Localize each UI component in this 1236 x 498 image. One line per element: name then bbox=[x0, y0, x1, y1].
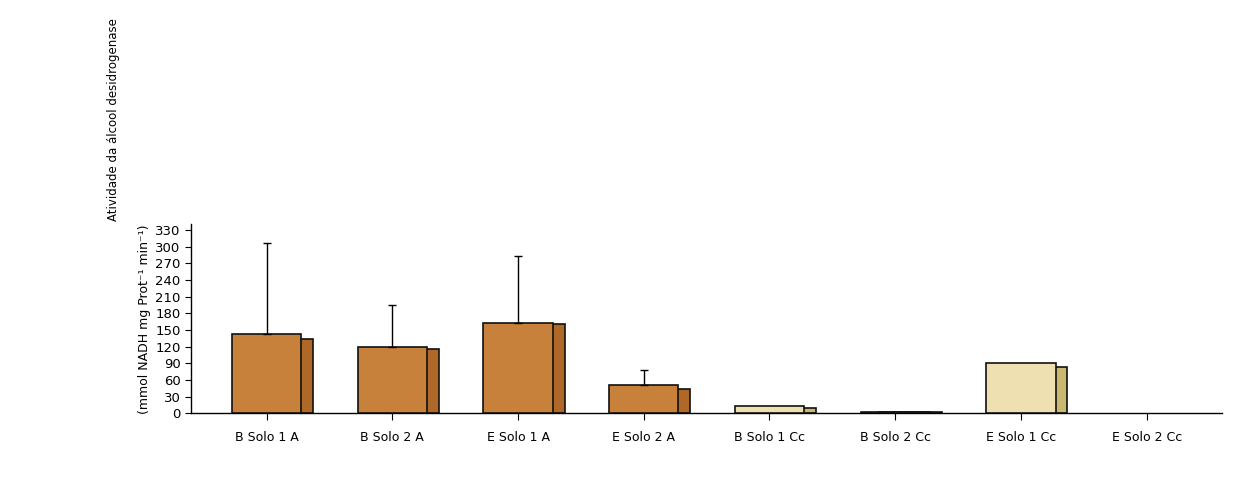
Y-axis label: (mmol NADH mg Prot⁻¹ min⁻¹): (mmol NADH mg Prot⁻¹ min⁻¹) bbox=[138, 224, 151, 413]
Bar bbox=[250, 339, 313, 413]
Text: Atividade da álcool desidrogenase: Atividade da álcool desidrogenase bbox=[108, 18, 120, 221]
Bar bbox=[232, 334, 302, 413]
Bar bbox=[753, 408, 816, 413]
Bar bbox=[628, 389, 690, 413]
Bar bbox=[483, 323, 552, 413]
Bar bbox=[860, 411, 929, 413]
Bar bbox=[502, 324, 565, 413]
Bar bbox=[609, 385, 679, 413]
Bar bbox=[376, 350, 439, 413]
Bar bbox=[986, 363, 1056, 413]
Bar bbox=[879, 411, 942, 413]
Bar bbox=[735, 406, 805, 413]
Bar bbox=[1005, 367, 1068, 413]
Bar bbox=[357, 347, 426, 413]
